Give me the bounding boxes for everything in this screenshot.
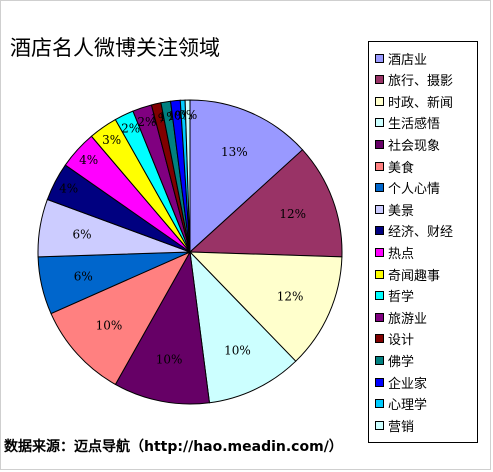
pie-label-2: 12% — [277, 289, 304, 303]
legend-swatch-6 — [375, 183, 384, 193]
legend-label-16: 心理学 — [388, 398, 428, 414]
legend-label-12: 旅游业 — [388, 311, 428, 327]
legend-swatch-1 — [375, 75, 384, 85]
legend-item-1: 旅行、摄影 — [375, 70, 453, 90]
legend-item-14: 佛学 — [375, 350, 414, 370]
legend-item-4: 社会现象 — [375, 134, 440, 154]
pie-label-5: 10% — [96, 319, 123, 333]
pie-slice-3 — [189, 250, 297, 404]
legend-item-9: 热点 — [375, 242, 414, 262]
legend-swatch-3 — [375, 118, 384, 128]
legend-item-12: 旅游业 — [375, 307, 427, 327]
legend-swatch-14 — [375, 355, 384, 365]
legend-label-17: 营销 — [388, 419, 415, 435]
pie-label-1: 12% — [279, 207, 306, 221]
legend-swatch-13 — [375, 334, 384, 344]
pie-label-11: 2% — [121, 122, 140, 136]
legend-swatch-11 — [375, 291, 384, 301]
legend-label-7: 美景 — [388, 203, 415, 219]
source-note: 数据来源：迈点导航（http://hao.meadin.com/） — [4, 439, 343, 455]
legend-item-2: 时政、新闻 — [375, 91, 453, 111]
pie-label-7: 6% — [72, 228, 91, 242]
legend-item-6: 个人心情 — [375, 178, 440, 198]
legend-label-10: 奇闻趣事 — [388, 268, 441, 284]
legend-swatch-7 — [375, 204, 384, 214]
legend-swatch-12 — [375, 312, 384, 322]
pie-label-12: 2% — [137, 115, 156, 129]
legend-label-4: 社会现象 — [388, 138, 441, 154]
legend-swatch-2 — [375, 96, 384, 106]
legend-swatch-17 — [375, 420, 384, 430]
legend-swatch-15 — [375, 377, 384, 387]
legend-swatch-10 — [375, 269, 384, 279]
pie-slice-2 — [188, 251, 343, 362]
legend-item-3: 生活感悟 — [375, 113, 440, 133]
legend-label-9: 热点 — [388, 246, 415, 262]
legend-label-14: 佛学 — [388, 354, 415, 370]
legend-swatch-8 — [375, 226, 384, 236]
legend-label-11: 哲学 — [388, 290, 415, 306]
legend-swatch-16 — [375, 399, 384, 409]
legend-label-3: 生活感悟 — [388, 117, 441, 133]
legend-label-8: 经济、财经 — [388, 225, 454, 241]
legend-label-15: 企业家 — [388, 376, 428, 392]
legend-label-13: 设计 — [388, 333, 415, 349]
legend: 酒店业旅行、摄影时政、新闻生活感悟社会现象美食个人心情美景经济、财经热点奇闻趣事… — [368, 41, 478, 443]
legend-item-7: 美景 — [375, 199, 414, 219]
legend-swatch-4 — [375, 139, 384, 149]
pie-label-8: 4% — [59, 182, 78, 196]
legend-label-2: 时政、新闻 — [388, 95, 454, 111]
legend-swatch-5 — [375, 161, 384, 171]
legend-item-16: 心理学 — [375, 394, 427, 414]
pie-label-10: 3% — [102, 133, 121, 147]
legend-item-5: 美食 — [375, 156, 414, 176]
legend-item-8: 经济、财经 — [375, 221, 453, 241]
legend-item-13: 设计 — [375, 329, 414, 349]
pie-label-0: 13% — [221, 145, 248, 159]
legend-item-17: 营销 — [375, 415, 414, 435]
pie-slice-17 — [184, 99, 191, 253]
pie-slice-0 — [189, 99, 304, 254]
legend-swatch-0 — [375, 53, 384, 63]
legend-item-0: 酒店业 — [375, 48, 427, 68]
legend-label-1: 旅行、摄影 — [388, 74, 454, 90]
legend-item-15: 企业家 — [375, 372, 427, 392]
legend-label-0: 酒店业 — [388, 52, 428, 68]
legend-label-6: 个人心情 — [388, 182, 441, 198]
pie-slice-1 — [188, 149, 343, 258]
legend-item-11: 哲学 — [375, 286, 414, 306]
pie-slice-4 — [114, 250, 210, 405]
legend-swatch-9 — [375, 247, 384, 257]
pie-label-17: 0% — [178, 108, 197, 122]
legend-label-5: 美食 — [388, 160, 415, 176]
pie-slice-5 — [50, 250, 192, 386]
pie-label-3: 10% — [224, 344, 251, 358]
pie-label-9: 4% — [79, 153, 98, 167]
pie-label-6: 6% — [74, 269, 93, 283]
chart-title: 酒店名人微博关注领域 — [10, 36, 220, 60]
pie-label-4: 10% — [156, 352, 183, 366]
legend-item-10: 奇闻趣事 — [375, 264, 440, 284]
